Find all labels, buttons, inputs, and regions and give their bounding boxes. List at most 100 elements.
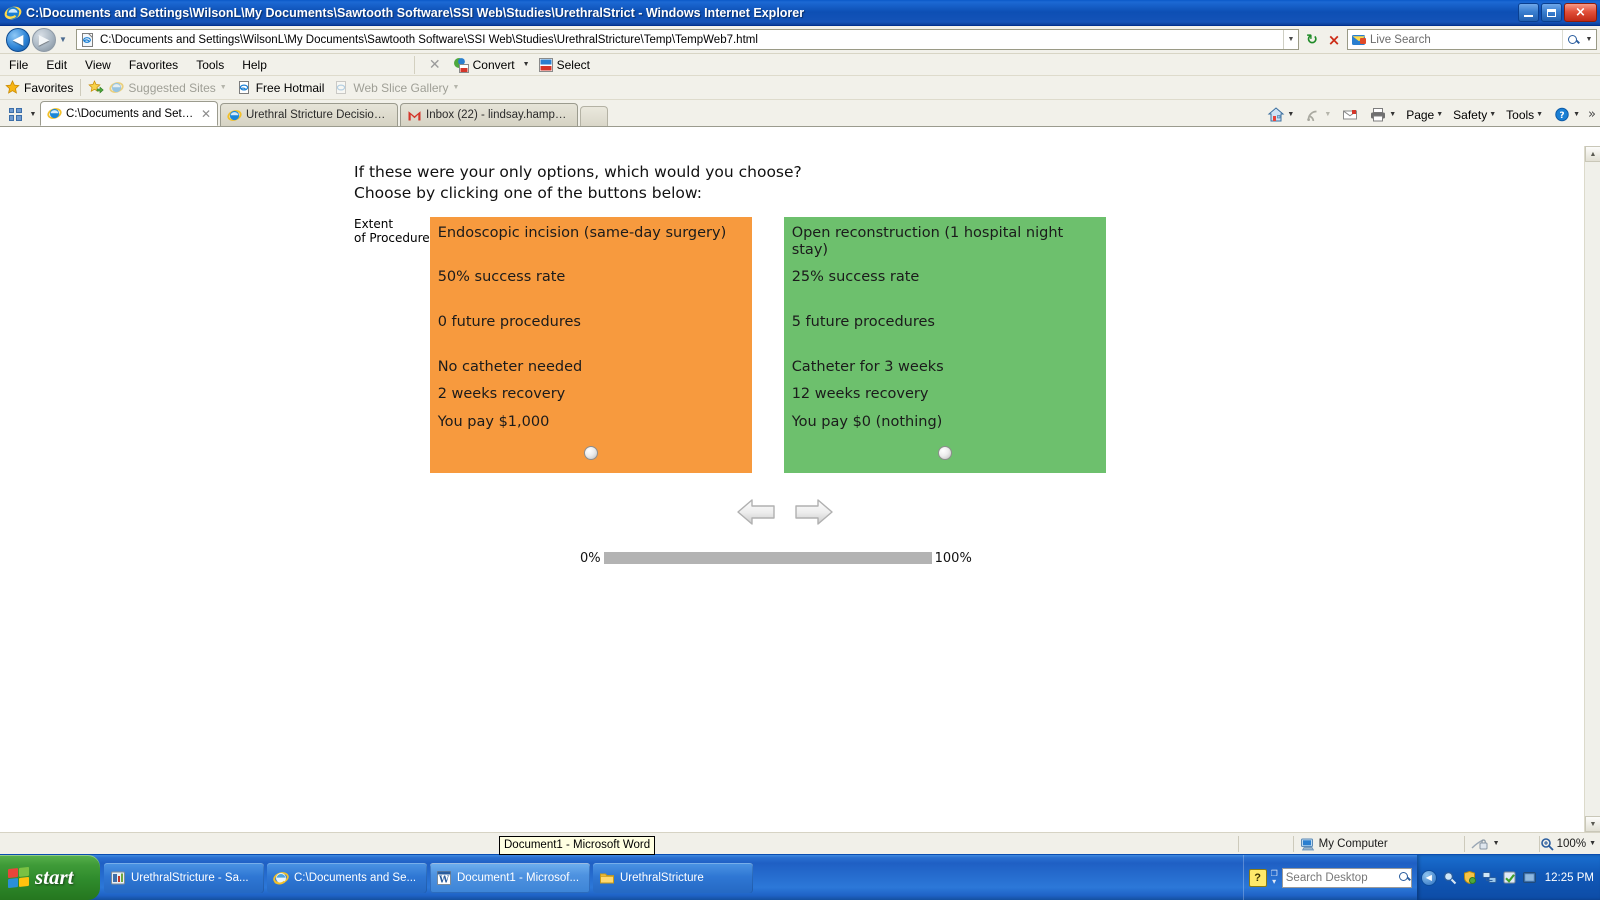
live-search-provider-icon — [1351, 33, 1367, 47]
concept-column-b[interactable]: Open reconstruction (1 hospital night st… — [783, 216, 1106, 473]
concept-column-a[interactable]: Endoscopic incision (same-day surgery) 5… — [429, 216, 752, 473]
tools-menu-button[interactable]: Tools ▼ — [1501, 107, 1548, 123]
tab-list-caret-icon[interactable]: ▼ — [29, 110, 37, 118]
internet-explorer-icon — [47, 106, 62, 121]
favbar-item-free-hotmail[interactable]: Free Hotmail — [232, 79, 330, 96]
taskbar-item-urethralstricture-ssi[interactable]: UrethralStricture - Sa... — [104, 862, 264, 893]
search-input[interactable]: Live Search — [1370, 33, 1431, 46]
favbar-item-web-slice-gallery[interactable]: Web Slice Gallery ▼ — [329, 79, 464, 96]
favbar-item-suggested-sites[interactable]: Suggested Sites ▼ — [104, 79, 231, 96]
vertical-scrollbar[interactable]: ▲ ▼ — [1584, 146, 1600, 832]
taskbar-item-urethralstricture-folder[interactable]: UrethralStricture — [593, 862, 753, 893]
concept-b-value-1: 25% success rate — [791, 268, 920, 285]
concept-a-radio-button[interactable] — [583, 445, 598, 460]
chevron-down-icon[interactable]: ▼ — [1324, 111, 1332, 118]
back-button[interactable]: ◀ — [6, 27, 30, 52]
safety-menu-button[interactable]: Safety ▼ — [1448, 107, 1501, 123]
menu-view[interactable]: View — [85, 57, 111, 72]
volume-icon[interactable] — [1522, 870, 1537, 885]
address-input-value[interactable]: C:\Documents and Settings\WilsonL\My Doc… — [100, 33, 758, 46]
chevron-down-icon[interactable]: ▼ — [1389, 111, 1397, 118]
search-tray-icon[interactable] — [1442, 870, 1457, 885]
menu-edit[interactable]: Edit — [46, 57, 68, 72]
restore-button[interactable] — [1541, 3, 1562, 22]
taskbar-item-microsoft-word[interactable]: W Document1 - Microsof... — [430, 862, 590, 893]
tab-close-icon[interactable]: ✕ — [200, 106, 211, 121]
my-computer-icon — [1300, 837, 1315, 851]
convert-button[interactable]: Convert — [449, 56, 519, 74]
minimize-button[interactable] — [1518, 3, 1539, 22]
chevron-down-icon[interactable]: ▼ — [1536, 111, 1544, 118]
chevron-down-icon[interactable]: ▼ — [1489, 111, 1497, 118]
recent-pages-caret-icon[interactable]: ▼ — [59, 35, 67, 44]
search-desktop-input[interactable]: Search Desktop — [1281, 867, 1412, 888]
menu-tools[interactable]: Tools — [196, 57, 225, 72]
search-submit-icon[interactable] — [1562, 30, 1582, 49]
show-hidden-icons-icon[interactable]: ◀ — [1420, 869, 1437, 886]
previous-arrow-button[interactable] — [734, 495, 778, 529]
tab-urethral-stricture-decision-aid[interactable]: Urethral Stricture Decision A... — [220, 103, 398, 126]
stop-button[interactable]: × — [1327, 30, 1341, 49]
add-to-favorites-bar-icon[interactable] — [88, 80, 105, 95]
search-options-caret-icon[interactable]: ▼ — [1585, 36, 1593, 43]
page-menu-button[interactable]: Page ▼ — [1401, 107, 1448, 123]
select-button[interactable]: Select — [534, 56, 594, 74]
window-titlebar: C:\Documents and Settings\WilsonL\My Doc… — [0, 0, 1600, 26]
forward-button[interactable]: ▶ — [32, 27, 56, 52]
address-bar[interactable]: C:\Documents and Settings\WilsonL\My Doc… — [76, 29, 1299, 50]
home-button[interactable]: ▼ — [1262, 105, 1299, 124]
windows-flag-icon — [8, 866, 29, 889]
chevron-down-icon[interactable]: ▼ — [219, 84, 227, 91]
concept-b-radio-button[interactable] — [937, 445, 952, 460]
start-button[interactable]: start — [0, 855, 100, 900]
address-dropdown-caret-icon[interactable]: ▼ — [1283, 30, 1298, 49]
tab-temp-web-page[interactable]: C:\Documents and Settin... ✕ — [40, 101, 218, 126]
close-button[interactable]: × — [1564, 3, 1597, 22]
pdf-convert-icon — [453, 57, 470, 73]
help-question-icon: ? — [1553, 106, 1571, 123]
network-icon[interactable] — [1482, 870, 1497, 885]
chevron-down-icon[interactable]: ▼ — [1589, 840, 1596, 847]
menu-help[interactable]: Help — [242, 57, 267, 72]
close-addon-bar-icon[interactable]: ✕ — [428, 56, 441, 73]
security-zone-indicator[interactable]: My Computer — [1294, 833, 1464, 855]
scroll-down-arrow-icon[interactable]: ▼ — [1585, 816, 1600, 832]
new-tab-button[interactable] — [580, 106, 608, 126]
help-menu-button[interactable]: ? ▼ — [1548, 105, 1585, 124]
quick-tabs-icon[interactable] — [4, 104, 26, 124]
scroll-up-arrow-icon[interactable]: ▲ — [1585, 146, 1600, 162]
help-question-icon[interactable]: ? — [1248, 868, 1267, 887]
feeds-button[interactable]: ▼ — [1299, 105, 1336, 124]
chevron-down-icon[interactable]: ▼ — [1573, 111, 1581, 118]
search-desktop-icon[interactable] — [1398, 871, 1408, 884]
taskbar-item-internet-explorer[interactable]: C:\Documents and Se... — [267, 862, 427, 893]
favorites-label[interactable]: Favorites — [24, 80, 74, 95]
restore-windows-icon[interactable]: ❐ ▾ — [1270, 868, 1278, 886]
chevron-down-icon[interactable]: ▼ — [1287, 111, 1295, 118]
protected-mode-indicator[interactable]: ▼ — [1465, 833, 1539, 855]
question-prompt: If these were your only options, which w… — [354, 162, 1600, 205]
toolbar-overflow-icon[interactable]: » — [1588, 107, 1596, 122]
chevron-down-icon[interactable]: ▼ — [1436, 111, 1444, 118]
security-shield-icon[interactable] — [1462, 870, 1477, 885]
concept-b-radio-row[interactable] — [792, 440, 1098, 473]
menu-file[interactable]: File — [9, 57, 29, 72]
search-box[interactable]: Live Search ▼ — [1347, 29, 1597, 50]
convert-caret-icon[interactable]: ▼ — [522, 61, 530, 68]
print-button[interactable]: ▼ — [1364, 105, 1401, 124]
next-arrow-button[interactable] — [792, 495, 836, 529]
read-mail-button[interactable] — [1336, 105, 1364, 124]
concept-a-radio-row[interactable] — [438, 440, 744, 473]
attribute-label-column: Extent of Procedure — [354, 216, 430, 245]
chevron-down-icon[interactable]: ▼ — [452, 84, 460, 91]
system-clock[interactable]: 12:25 PM — [1544, 871, 1594, 884]
chevron-down-icon[interactable]: ▼ — [1492, 840, 1500, 847]
refresh-button[interactable]: ↻ — [1306, 31, 1318, 48]
menu-favorites[interactable]: Favorites — [128, 57, 179, 72]
tab-gmail-inbox[interactable]: Inbox (22) - lindsay.hampso... — [400, 103, 578, 126]
concept-card-a[interactable]: Endoscopic incision (same-day surgery) 5… — [429, 216, 752, 473]
zoom-level-control[interactable]: 100% ▼ — [1540, 837, 1600, 851]
favorites-star-icon[interactable] — [5, 80, 20, 95]
concept-card-b[interactable]: Open reconstruction (1 hospital night st… — [783, 216, 1106, 473]
antivirus-check-icon[interactable] — [1502, 870, 1517, 885]
